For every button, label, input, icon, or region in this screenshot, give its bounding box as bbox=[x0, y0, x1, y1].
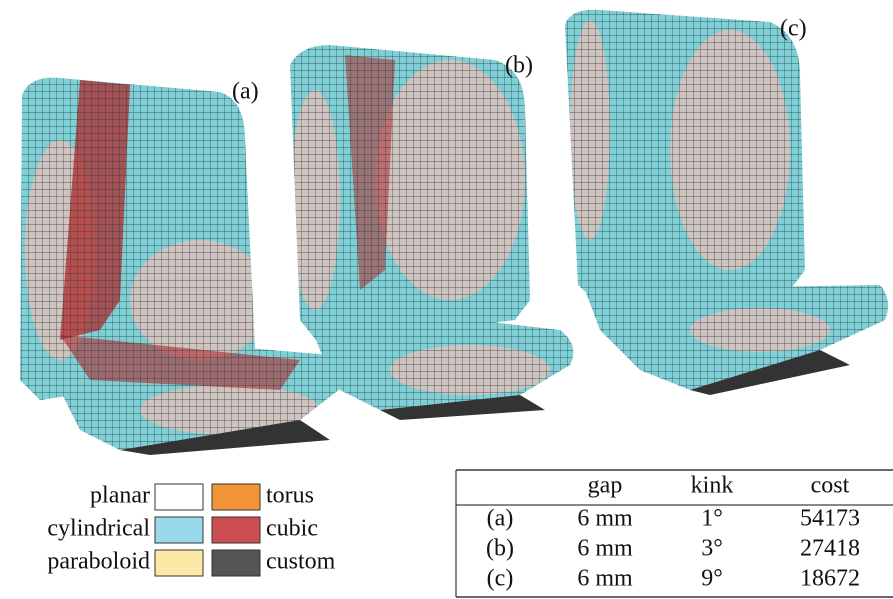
legend-swatch bbox=[211, 549, 261, 577]
table-header: cost bbox=[811, 473, 850, 499]
render-b bbox=[290, 45, 574, 410]
legend-label: cubic bbox=[266, 516, 318, 542]
legend-swatch bbox=[154, 549, 204, 577]
table-cell: 1° bbox=[701, 506, 723, 532]
table-cell: (a) bbox=[487, 506, 514, 532]
render-c bbox=[565, 9, 889, 391]
legend: planar cylindrical paraboloid torus cubic cus… bbox=[47, 483, 336, 577]
legend-label: paraboloid bbox=[47, 549, 150, 575]
table-cell: 27418 bbox=[800, 536, 860, 562]
legend-swatch bbox=[211, 516, 261, 544]
table: gap kink cost (a) 6 mm 1° 54173 (b) 6 mm 3° 27418 (… bbox=[455, 469, 893, 598]
panel-label: (a) bbox=[232, 79, 259, 105]
table-cell: 6 mm bbox=[577, 506, 633, 532]
panel-label: (c) bbox=[780, 16, 807, 42]
table-cell: 3° bbox=[701, 536, 723, 562]
legend-label: custom bbox=[266, 549, 336, 575]
legend-label: torus bbox=[266, 483, 314, 509]
legend-swatch bbox=[154, 516, 204, 544]
shadow bbox=[120, 420, 330, 455]
shadow bbox=[690, 350, 850, 395]
table-cell: 6 mm bbox=[577, 566, 633, 592]
table-header: gap bbox=[588, 473, 623, 499]
table-cell: 6 mm bbox=[577, 536, 633, 562]
legend-swatch bbox=[211, 483, 261, 511]
table-header: kink bbox=[691, 473, 734, 499]
table-cell: 9° bbox=[701, 566, 723, 592]
legend-label: cylindrical bbox=[47, 516, 150, 542]
table-cell: 54173 bbox=[800, 506, 860, 532]
table-cell: (b) bbox=[486, 536, 514, 562]
table-cell: (c) bbox=[487, 566, 514, 592]
legend-swatch bbox=[154, 483, 204, 511]
shadow bbox=[380, 395, 545, 420]
legend-label: planar bbox=[90, 483, 150, 509]
table-cell: 18672 bbox=[800, 566, 860, 592]
panel-label: (b) bbox=[505, 53, 533, 79]
